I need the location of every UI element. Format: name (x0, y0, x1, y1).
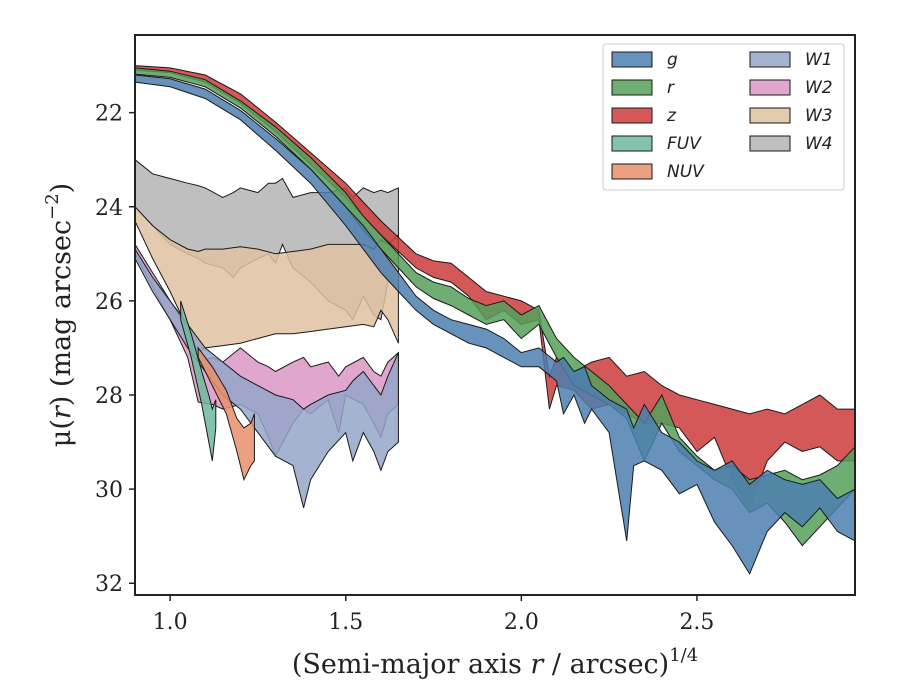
legend-swatch-w2 (749, 79, 791, 96)
y-tick-label: 26 (95, 290, 123, 315)
y-tick-label: 32 (95, 572, 123, 597)
legend-label-fuv: FUV (667, 134, 702, 154)
legend-label-z: z (666, 106, 677, 126)
y-tick-label: 24 (95, 196, 123, 221)
legend-swatch-nuv (611, 163, 653, 180)
band-z (135, 65, 855, 510)
legend-label-nuv: NUV (667, 162, 705, 182)
y-tick-label: 30 (95, 478, 123, 503)
legend-swatch-w4 (749, 135, 791, 152)
y-axis-title: μ(r) (mag arcsec−2) (42, 183, 77, 447)
band-w3 (135, 206, 399, 354)
band-fuv (180, 300, 217, 461)
legend-label-w4: W4 (805, 134, 833, 154)
series-layer (135, 65, 855, 575)
legend-swatch-fuv (611, 135, 653, 152)
legend-label-w1: W1 (805, 50, 833, 70)
ticks-layer: 1.0 1.5 2.0 2.5 22 24 26 28 30 32 (95, 102, 714, 635)
plot-frame (134, 34, 856, 596)
x-tick-label: 1.0 (153, 610, 188, 635)
band-g (135, 74, 855, 575)
legend-label-r: r (667, 78, 675, 98)
x-axis-title: (Semi-major axis r / arcsec)1/4 (292, 645, 698, 680)
legend: grz FUV NUV W1 W2 W3 W4 (602, 43, 845, 191)
x-tick-label: 2.5 (679, 610, 714, 635)
legend-swatch-z (611, 107, 653, 124)
x-tick-label: 2.0 (504, 610, 539, 635)
legend-label-g: g (667, 50, 678, 70)
legend-label-w3: W3 (805, 106, 833, 126)
band-w1 (135, 248, 399, 509)
legend-swatch-w3 (749, 107, 791, 124)
band-r (135, 67, 855, 547)
legend-swatch-g (611, 51, 653, 68)
y-tick-label: 22 (95, 102, 123, 127)
legend-label-w2: W2 (805, 78, 833, 98)
band-nuv (197, 346, 255, 482)
y-tick-label: 28 (95, 384, 123, 409)
legend-swatch-w1 (749, 51, 791, 68)
x-tick-label: 1.5 (328, 610, 363, 635)
legend-swatch-r (611, 79, 653, 96)
